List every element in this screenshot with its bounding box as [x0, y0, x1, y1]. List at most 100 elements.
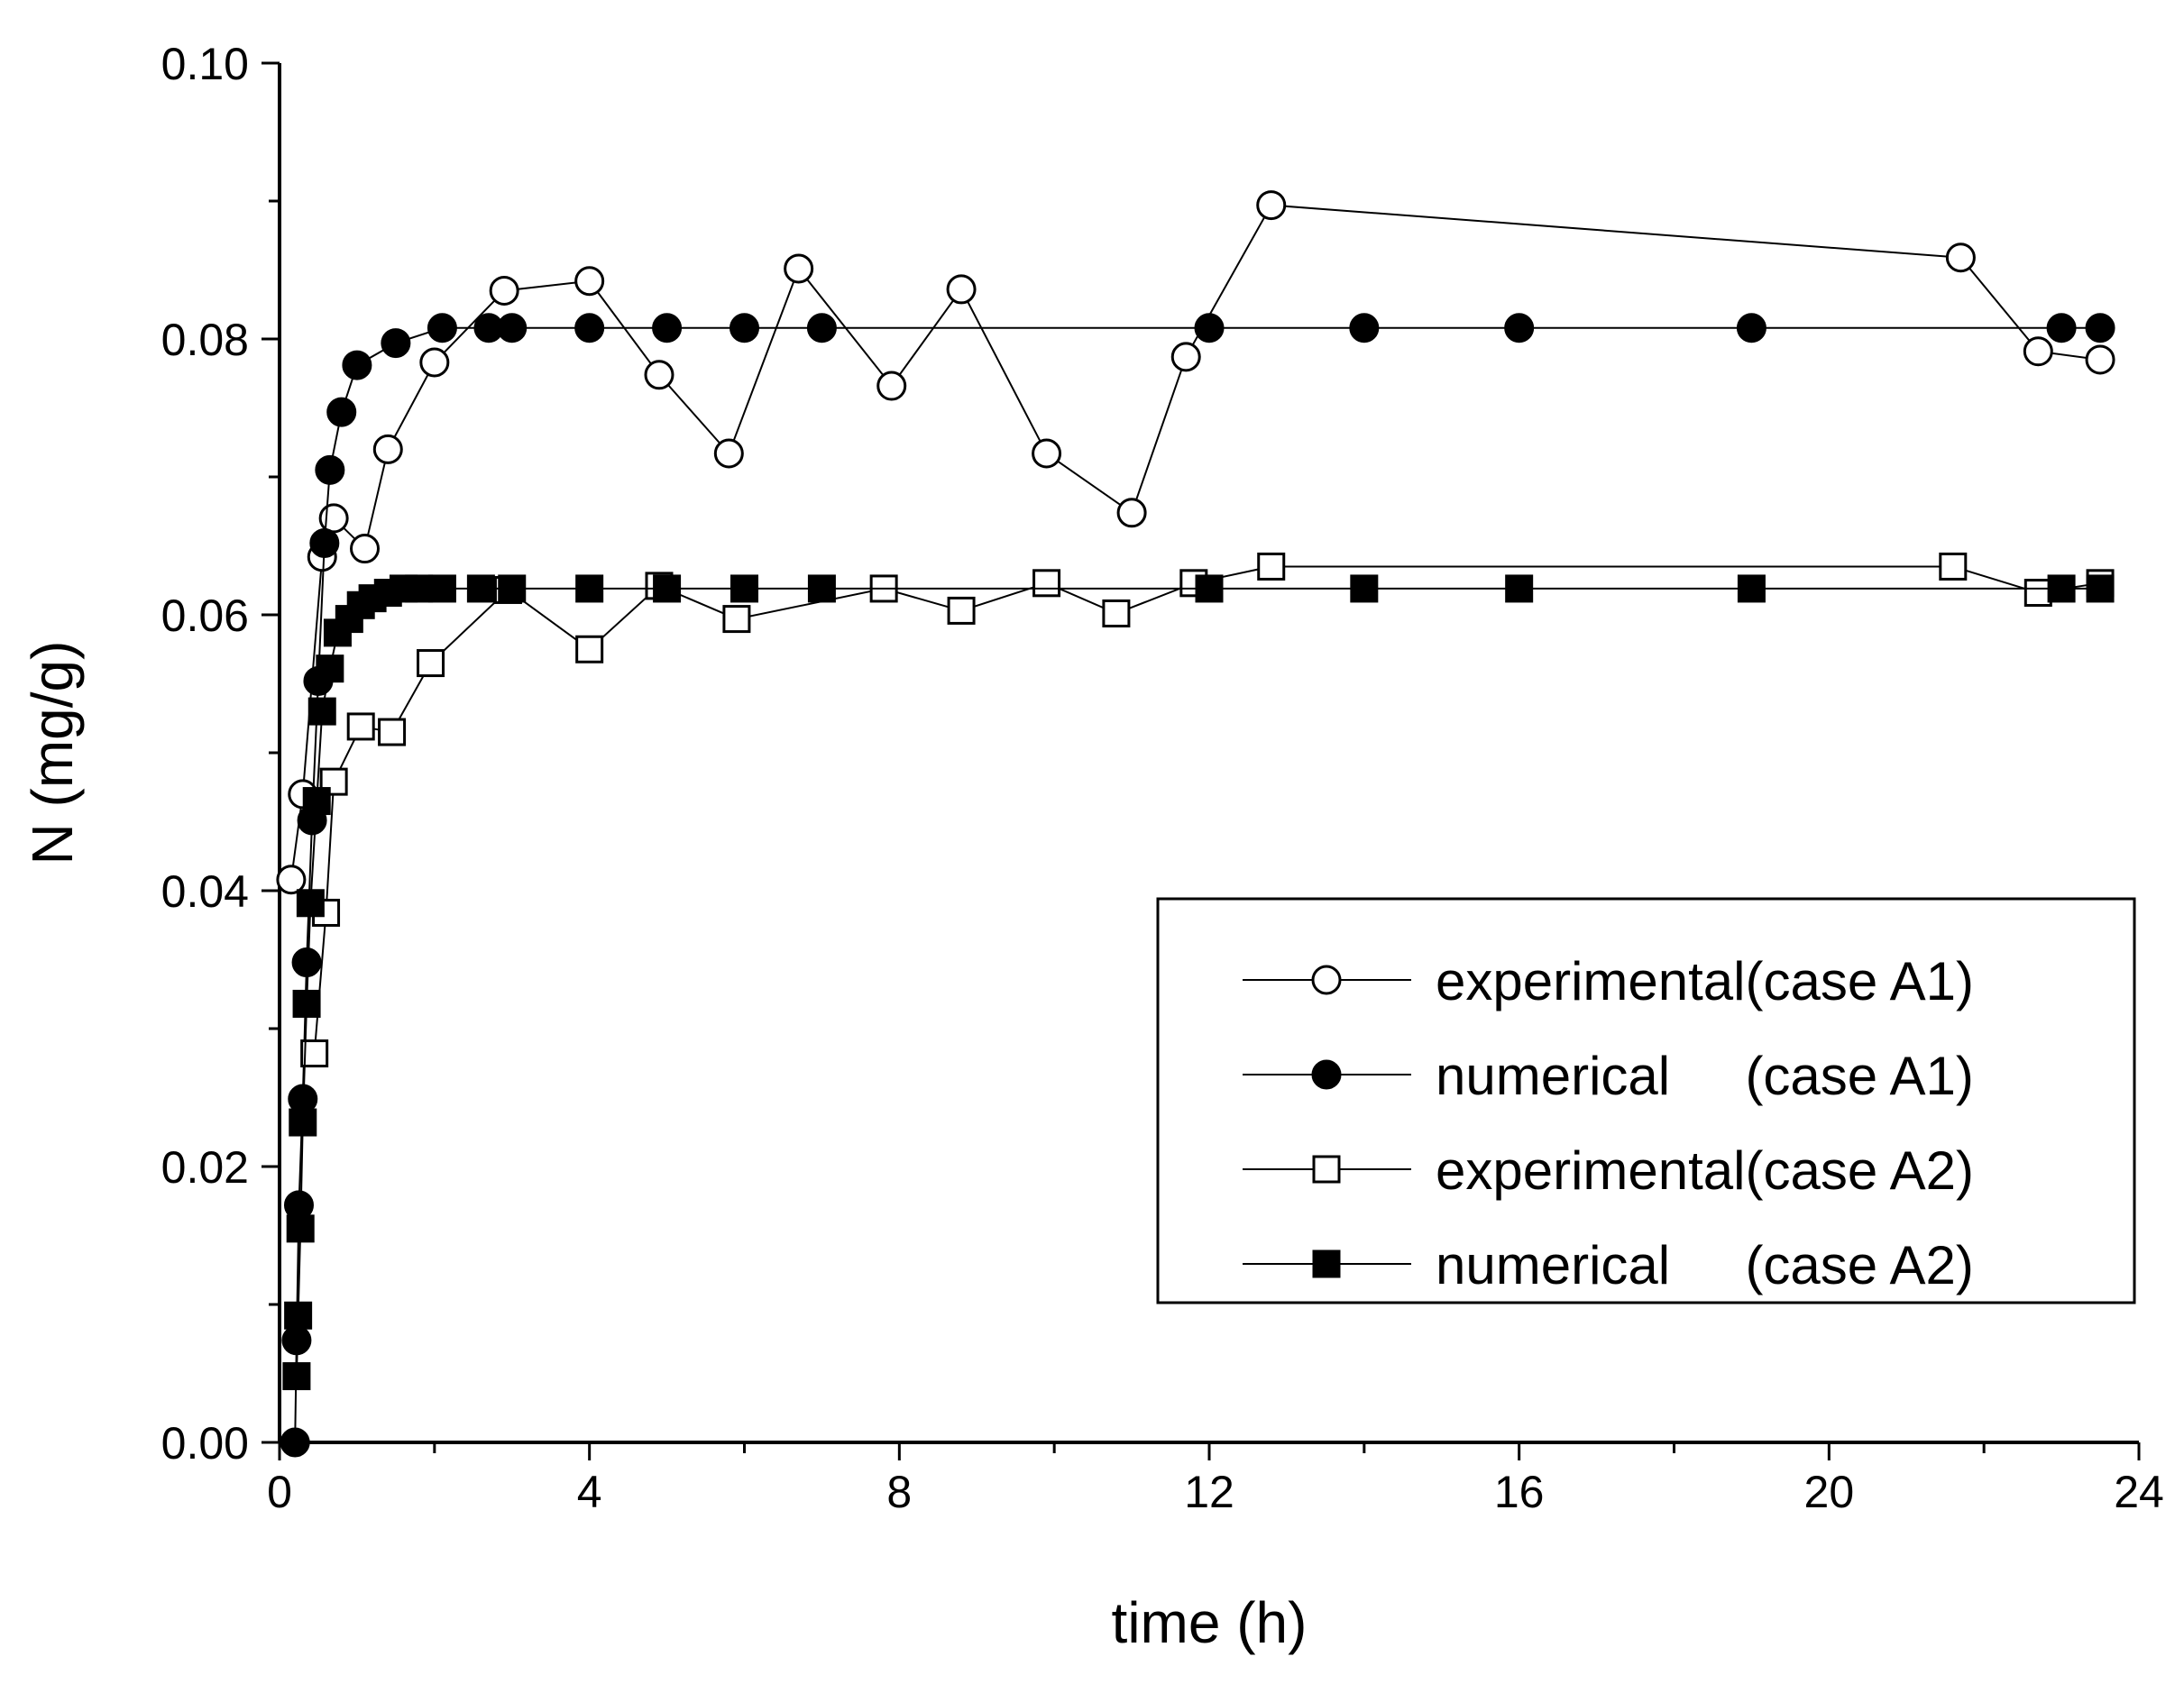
y-tick-label: 0.06 — [161, 590, 249, 641]
data-point — [713, 438, 744, 469]
legend-label: numerical (case A1) — [1436, 1046, 1974, 1106]
x-tick-label: 0 — [267, 1467, 292, 1517]
data-point — [1505, 574, 1534, 603]
legend-marker — [1312, 1155, 1341, 1184]
data-point — [1116, 498, 1147, 528]
data-point — [574, 266, 605, 297]
data-point — [346, 712, 375, 741]
data-point — [730, 574, 758, 603]
series-line — [289, 204, 2101, 880]
data-point — [497, 313, 528, 343]
data-point — [289, 1108, 317, 1137]
data-point — [806, 313, 837, 343]
legend-marker — [1312, 1249, 1341, 1278]
data-point — [784, 253, 814, 284]
data-point — [1256, 190, 1287, 221]
x-tick-label: 12 — [1184, 1467, 1234, 1517]
x-tick-label: 24 — [2114, 1467, 2164, 1517]
data-point — [489, 275, 519, 306]
data-point — [644, 360, 674, 390]
legend-box — [1156, 897, 2136, 1304]
data-point — [2023, 336, 2053, 367]
x-tick-label: 4 — [577, 1467, 602, 1517]
y-tick-label: 0.02 — [161, 1142, 249, 1193]
data-point — [378, 718, 407, 746]
y-tick-label: 0.10 — [161, 39, 249, 89]
data-point — [1102, 599, 1131, 627]
data-point — [417, 649, 445, 678]
data-point — [575, 574, 604, 603]
data-point — [372, 434, 403, 464]
x-tick-label: 8 — [886, 1467, 912, 1517]
data-point — [574, 313, 605, 343]
data-point — [2046, 313, 2077, 343]
x-tick-label: 16 — [1494, 1467, 1545, 1517]
data-point — [427, 574, 456, 603]
data-point — [307, 697, 336, 726]
data-point — [326, 397, 357, 427]
data-point — [381, 328, 411, 359]
data-point — [419, 347, 450, 378]
ticks: 0 4 8 12 16 20 24 0.00 0.02 0.04 0.06 0.08 0.10 — [161, 39, 2164, 1517]
data-point — [316, 654, 344, 683]
data-point — [1350, 574, 1379, 603]
legend: experimental(case A1) numerical (case A1)… — [1156, 897, 2136, 1304]
data-point — [1504, 313, 1535, 343]
data-point — [282, 1362, 311, 1391]
data-point — [498, 574, 527, 603]
y-tick-label: 0.04 — [161, 866, 249, 917]
data-point — [653, 574, 682, 603]
data-point — [2086, 574, 2115, 603]
data-point — [2085, 313, 2115, 343]
data-point — [1170, 342, 1201, 372]
data-point — [342, 350, 372, 380]
data-point — [296, 889, 325, 918]
series-2 — [300, 552, 2115, 1068]
data-point — [309, 527, 340, 558]
data-point — [575, 635, 604, 664]
data-point — [946, 274, 977, 305]
series-3 — [282, 574, 2115, 1391]
data-point — [876, 371, 907, 401]
data-point — [286, 1214, 315, 1243]
data-point — [947, 596, 976, 625]
data-point — [405, 574, 434, 603]
data-point — [1349, 313, 1380, 343]
legend-label: experimental(case A2) — [1436, 1140, 1974, 1201]
data-point — [2085, 344, 2115, 375]
data-point — [2023, 579, 2052, 608]
data-point — [284, 1301, 313, 1330]
data-point — [350, 534, 381, 564]
series-0 — [276, 190, 2115, 895]
data-point — [292, 989, 321, 1018]
data-point — [2047, 574, 2076, 603]
data-point — [315, 454, 345, 485]
data-point — [302, 787, 331, 816]
data-point — [1945, 243, 1976, 273]
series-1 — [280, 313, 2115, 1458]
y-axis-label: N (mg/g) — [20, 641, 85, 865]
x-axis-label: time (h) — [1112, 1590, 1308, 1655]
data-point — [807, 574, 836, 603]
data-point — [466, 574, 495, 603]
data-point — [276, 865, 307, 895]
y-tick-label: 0.08 — [161, 315, 249, 365]
data-point — [318, 503, 349, 534]
x-tick-label: 20 — [1804, 1467, 1855, 1517]
data-point — [722, 605, 751, 634]
data-point — [291, 947, 322, 978]
data-point — [283, 1190, 314, 1221]
data-point — [1032, 569, 1061, 598]
data-point — [730, 313, 759, 343]
legend-marker — [1311, 965, 1342, 995]
data-point — [1194, 313, 1225, 343]
data-point — [427, 313, 457, 343]
y-tick-label: 0.00 — [161, 1418, 249, 1469]
legend-marker — [1311, 1059, 1342, 1090]
data-point — [1737, 574, 1766, 603]
data-point — [1736, 313, 1766, 343]
data-point — [1032, 438, 1062, 469]
data-point — [1257, 552, 1286, 581]
legend-label: experimental(case A1) — [1436, 951, 1974, 1011]
